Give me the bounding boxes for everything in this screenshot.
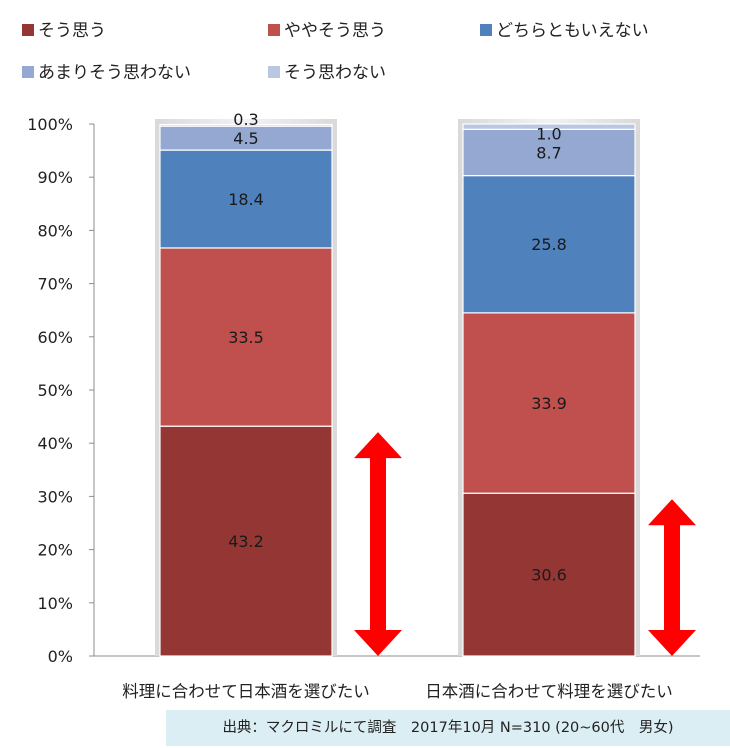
- y-tick-label: 70%: [37, 275, 73, 294]
- double-arrow-2: [648, 499, 696, 656]
- data-label-2-2: 33.9: [531, 394, 567, 413]
- y-tick-label: 60%: [37, 328, 73, 347]
- bar-segment-2-2: [462, 312, 636, 494]
- double-arrow-1: [354, 432, 402, 656]
- legend-swatch-4: [22, 66, 34, 78]
- y-tick-label: 10%: [37, 594, 73, 613]
- legend-label-3: どちらともいえない: [496, 21, 649, 41]
- legend-swatch-2: [268, 24, 280, 36]
- arrows: [354, 432, 696, 656]
- data-label-2-3: 25.8: [531, 235, 567, 254]
- source-note: 出典：マクロミルにて調査 2017年10月 N=310 (20~60代 男女): [166, 710, 730, 746]
- data-label-1-4: 4.5: [233, 129, 258, 148]
- bar-segment-2-5: [462, 123, 636, 130]
- data-label-2-5: 1.0: [536, 124, 561, 143]
- y-tick-label: 0%: [48, 647, 73, 666]
- y-tick-label: 40%: [37, 434, 73, 453]
- data-label-1-1: 43.2: [228, 532, 264, 551]
- data-label-2-4: 8.7: [536, 143, 561, 162]
- bars: 43.2 33.5 18.4 4.50.3 30.6 33.9 25.8 8.71.0: [155, 110, 640, 657]
- legend-label-4: あまりそう思わない: [38, 63, 191, 83]
- bar-segment-1-5: [159, 123, 333, 127]
- bar-segment-1-1: [159, 425, 333, 657]
- legend-label-5: そう思わない: [284, 63, 386, 83]
- legend-swatch-1: [22, 24, 34, 36]
- bar-segment-2-4: [462, 128, 636, 177]
- y-tick-label: 30%: [37, 487, 73, 506]
- axes: 0% 10% 20% 30% 40% 50% 60% 70% 80% 90% 100% 料理に合わせて…: [27, 115, 700, 701]
- data-label-2-1: 30.6: [531, 566, 567, 585]
- legend-label-2: ややそう思う: [284, 21, 386, 41]
- data-label-1-3: 18.4: [228, 190, 264, 209]
- y-tick-label: 50%: [37, 381, 73, 400]
- bar-segment-2-1: [462, 492, 636, 657]
- data-label-1-2: 33.5: [228, 328, 264, 347]
- bar-segment-1-3: [159, 149, 333, 249]
- y-tick-label: 90%: [37, 168, 73, 187]
- y-tick-label: 80%: [37, 221, 73, 240]
- x-category-label-1: 料理に合わせて日本酒を選びたい: [122, 682, 370, 701]
- legend-label-1: そう思う: [38, 21, 106, 41]
- bar-segment-1-2: [159, 247, 333, 427]
- y-tick-label: 20%: [37, 541, 73, 560]
- bar-segment-2-3: [462, 175, 636, 314]
- data-label-1-5: 0.3: [233, 110, 258, 129]
- legend-swatch-5: [268, 66, 280, 78]
- legend-swatch-3: [480, 24, 492, 36]
- y-tick-label: 100%: [27, 115, 73, 134]
- x-category-label-2: 日本酒に合わせて料理を選びたい: [425, 682, 673, 701]
